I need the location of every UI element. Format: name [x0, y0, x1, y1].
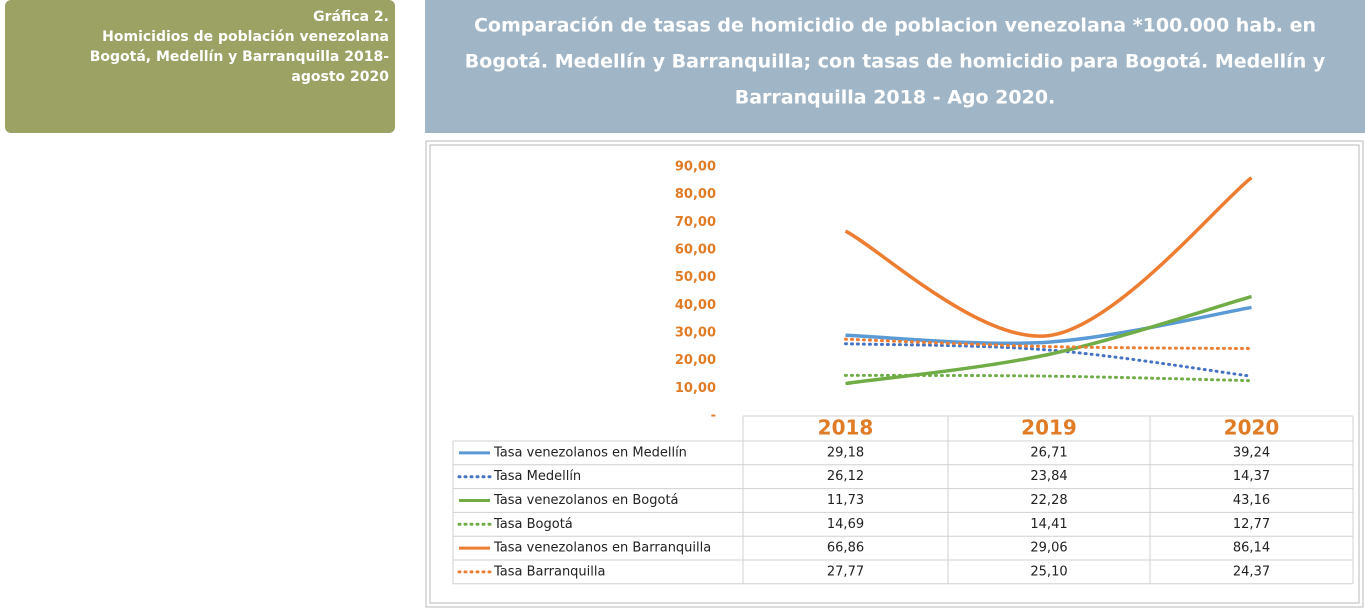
table-value: 14,37: [1233, 469, 1270, 484]
series-line: [844, 337, 1253, 351]
y-tick-label: 10,00: [675, 381, 716, 396]
table-value: 14,41: [1030, 517, 1067, 532]
table-value: 14,69: [827, 517, 864, 532]
legend-label: Tasa Barranquilla: [493, 564, 605, 579]
table-value: 22,28: [1030, 493, 1067, 508]
series-line: [844, 373, 1253, 383]
table-value: 86,14: [1233, 541, 1270, 556]
table-value: 11,73: [827, 493, 864, 508]
y-tick-label: 80,00: [675, 187, 716, 202]
chart-title-line: Barranquilla 2018 - Ago 2020.: [735, 87, 1056, 109]
y-tick-label: 70,00: [675, 215, 716, 230]
y-tick-label: 40,00: [675, 298, 716, 313]
category-label: 2019: [1021, 416, 1077, 440]
category-label: 2020: [1224, 416, 1280, 440]
y-tick-label: 60,00: [675, 243, 716, 258]
side-title-line: Bogotá, Medellín y Barranquilla 2018-: [90, 49, 389, 65]
series-line: [844, 342, 1253, 378]
legend-label: Tasa Bogotá: [493, 517, 573, 532]
chart-frame-inner: [429, 144, 1360, 604]
series-line: [845, 305, 1252, 346]
table-value: 29,18: [827, 445, 864, 460]
table-value: 27,77: [827, 564, 864, 579]
table-value: 23,84: [1030, 469, 1067, 484]
side-title-line: Gráfica 2.: [313, 9, 389, 25]
table-value: 66,86: [827, 541, 864, 556]
side-title-line: agosto 2020: [291, 69, 389, 85]
table-value: 29,06: [1030, 541, 1067, 556]
table-value: 25,10: [1030, 564, 1067, 579]
legend-label: Tasa venezolanos en Medellín: [493, 445, 687, 460]
table-value: 43,16: [1233, 493, 1270, 508]
title-box: [425, 0, 1365, 133]
legend-label: Tasa venezolanos en Bogotá: [493, 493, 679, 508]
y-tick-label: 30,00: [675, 326, 716, 341]
table-value: 12,77: [1233, 517, 1270, 532]
category-label: 2018: [818, 416, 874, 440]
table-value: 26,71: [1030, 445, 1067, 460]
table-value: 26,12: [827, 469, 864, 484]
series-line: [844, 176, 1253, 338]
y-tick-label: 50,00: [675, 270, 716, 285]
table-value: 24,37: [1233, 564, 1270, 579]
y-tick-label: 90,00: [675, 160, 716, 175]
series-line: [845, 294, 1252, 386]
legend-label: Tasa venezolanos en Barranquilla: [493, 541, 711, 556]
legend-label: Tasa Medellín: [493, 469, 581, 484]
y-tick-label: -: [711, 409, 716, 424]
table-value: 39,24: [1233, 445, 1270, 460]
y-tick-label: 20,00: [675, 353, 716, 368]
side-box: [5, 0, 395, 133]
side-title-line: Homicidios de población venezolana: [102, 29, 389, 45]
chart-title-line: Comparación de tasas de homicidio de pob…: [474, 15, 1316, 37]
chart-title-line: Bogotá. Medellín y Barranquilla; con tas…: [465, 51, 1326, 73]
